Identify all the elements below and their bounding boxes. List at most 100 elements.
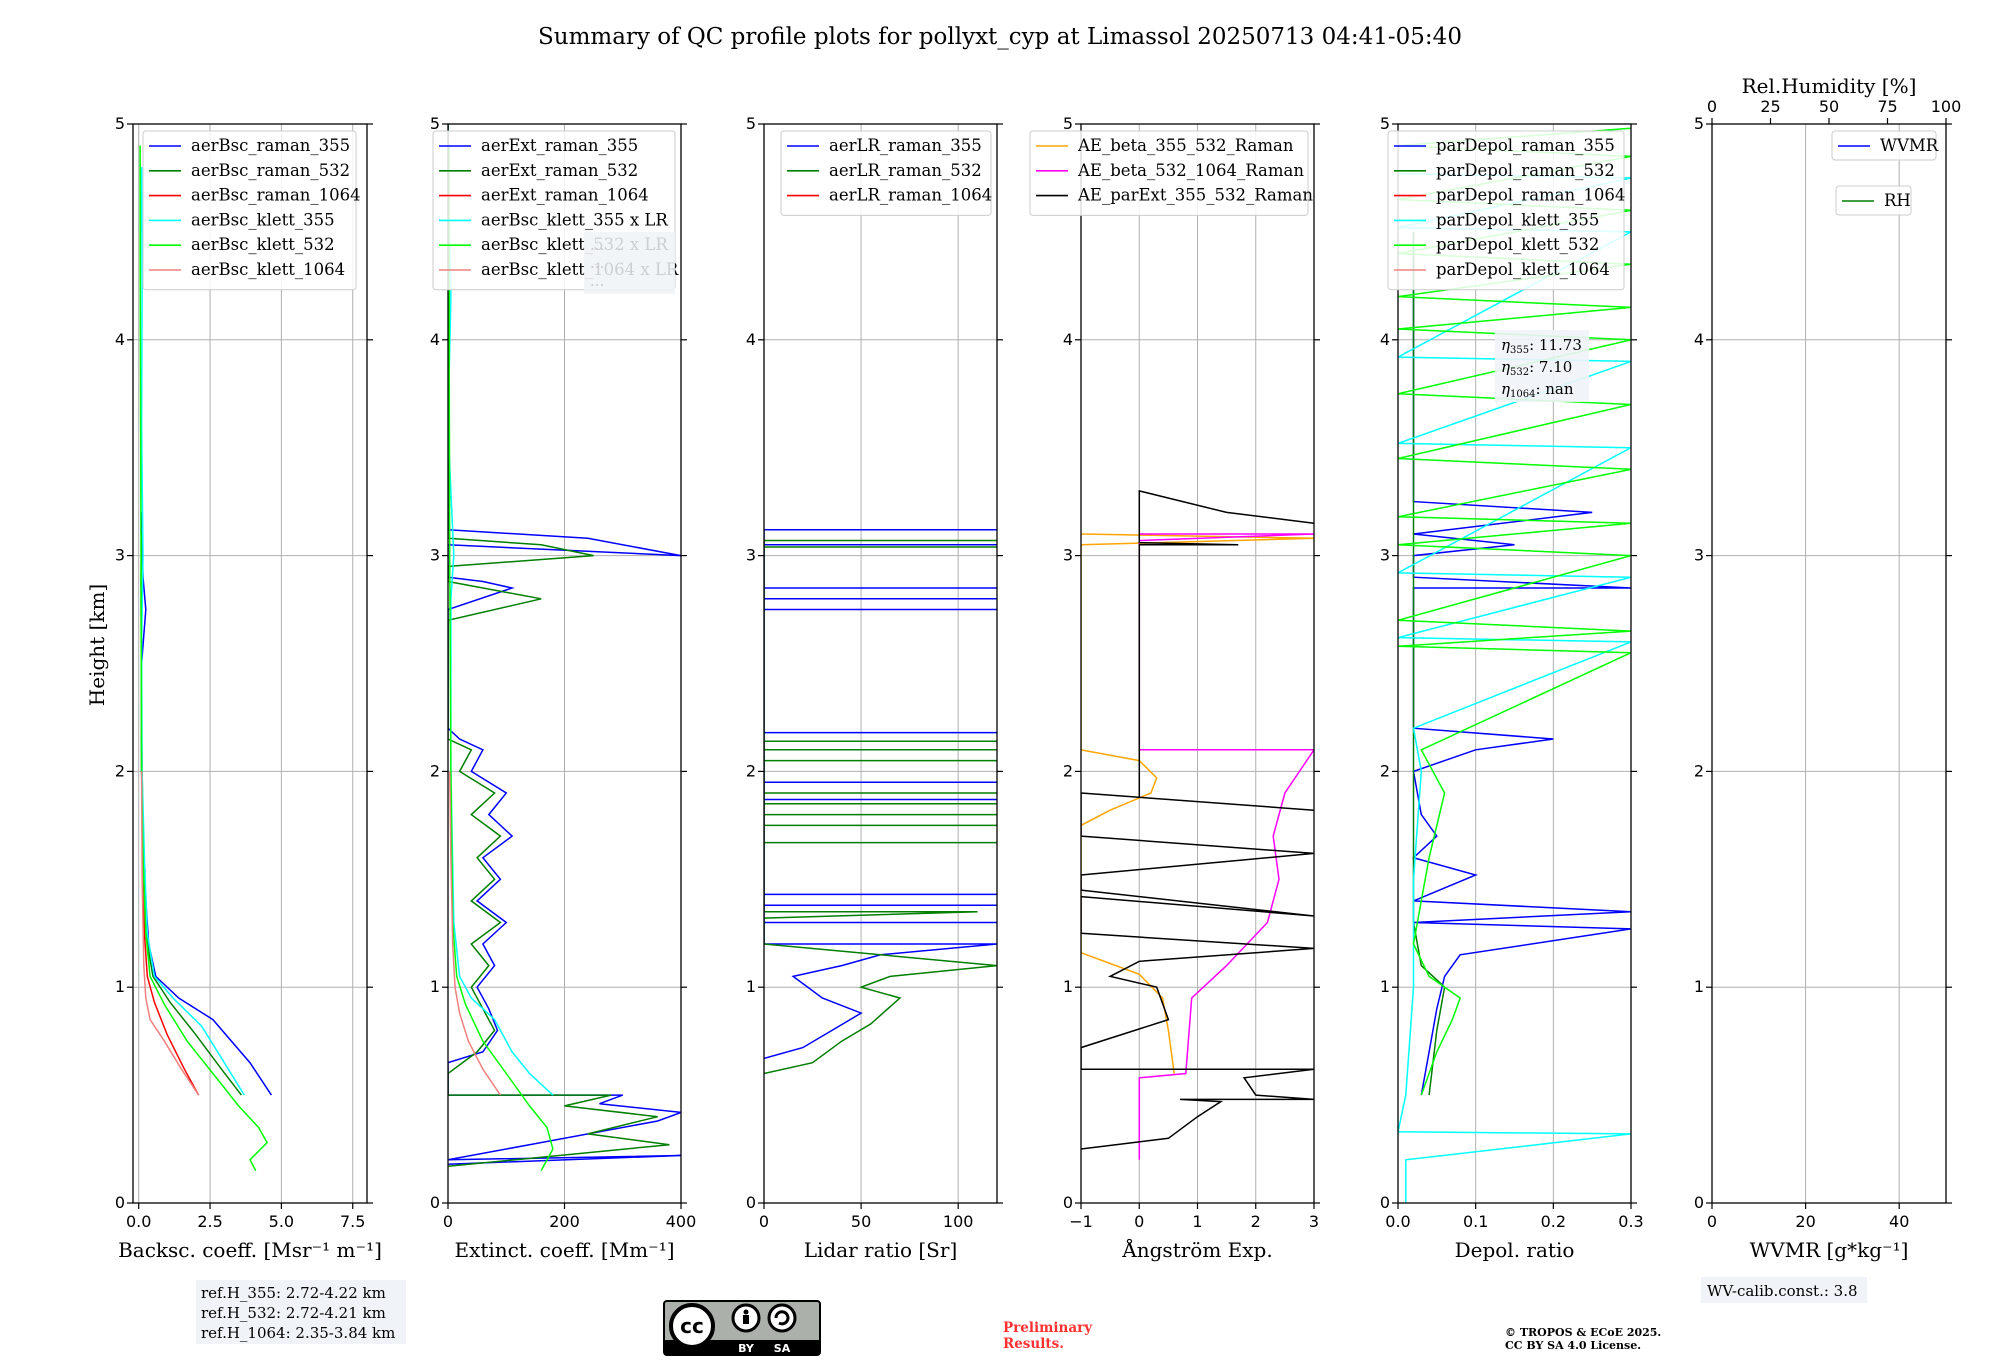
y-tick-label: 3 — [1694, 546, 1704, 565]
y-tick-label: 5 — [1380, 114, 1390, 133]
legend-box — [1387, 130, 1625, 291]
figure-title: Summary of QC profile plots for pollyxt_… — [538, 24, 1462, 50]
x-tick-label: 1 — [1192, 1212, 1202, 1231]
y-tick-label: 4 — [430, 330, 440, 349]
x-tick-label: 0.3 — [1618, 1212, 1643, 1231]
plot-frame — [132, 123, 368, 1204]
top-axis-label: Rel.Humidity [%] — [1742, 74, 1917, 98]
legend-label: parDepol_klett_355 — [1436, 210, 1599, 229]
eta-532: η532: 7.10 — [1501, 358, 1572, 378]
y-tick-label: 1 — [1694, 977, 1704, 996]
x-tick-label: 0 — [1134, 1212, 1144, 1231]
y-tick-label: 4 — [746, 330, 756, 349]
series-aerBsc_raman_1064 — [140, 728, 200, 1096]
series-group — [139, 145, 273, 1171]
eta-355: η355: 11.73 — [1501, 336, 1582, 356]
series-aerLR_raman_355 — [764, 528, 997, 1060]
legend-label: aerBsc_klett_355 — [191, 210, 335, 229]
y-tick-label: 5 — [746, 114, 756, 133]
x-tick-label: 3 — [1309, 1212, 1319, 1231]
legend-label: aerBsc_raman_1064 — [191, 186, 361, 205]
legend-box — [1029, 130, 1309, 216]
legend-label: aerBsc_klett_1064 — [191, 260, 345, 279]
series-aerBsc_klett_355 — [140, 167, 245, 1096]
y-tick-label: 0 — [1380, 1193, 1390, 1212]
copyright-line-1: © TROPOS & ECoE 2025. — [1505, 1326, 1661, 1339]
y-tick-label: 2 — [1380, 761, 1390, 780]
legend-label: parDepol_raman_1064 — [1436, 186, 1625, 205]
y-tick-label: 5 — [1694, 114, 1704, 133]
series-aerBsc_klett_1064 x LR — [448, 771, 502, 1096]
wv-calib-note: WV-calib.const.: 3.8 — [1701, 1277, 1867, 1303]
refh-355: ref.H_355: 2.72-4.22 km — [201, 1284, 386, 1302]
cc-license-badge: cc BY SA — [663, 1300, 821, 1356]
cc-logo-icon — [669, 1303, 715, 1349]
x-tick-label: −1 — [1069, 1212, 1093, 1231]
y-tick-label: 2 — [430, 761, 440, 780]
x-tick-label: 2 — [1251, 1212, 1261, 1231]
preliminary-text-2: Results. — [1003, 1336, 1064, 1352]
wv-calib-text: WV-calib.const.: 3.8 — [1707, 1282, 1858, 1300]
legend-label: parDepol_klett_1064 — [1436, 260, 1610, 279]
x-axis-label: Backsc. coeff. [Msr⁻¹ m⁻¹] — [118, 1238, 382, 1262]
partially-hidden-note-line: ... — [590, 272, 604, 290]
x-axis-label: Depol. ratio — [1455, 1238, 1575, 1262]
y-tick-label: 4 — [1694, 330, 1704, 349]
y-tick-label: 1 — [115, 977, 125, 996]
x-tick-label: 0.0 — [126, 1212, 151, 1231]
x-tick-label: 7.5 — [340, 1212, 365, 1231]
partially-hidden-note-line: ... — [590, 236, 604, 254]
panel-depol: 0 1 2 3 4 5 0.0 0.1 0.2 0.3 Depol. ratio parDepol_r… — [1380, 114, 1644, 1262]
y-tick-label: 2 — [1063, 761, 1073, 780]
x-tick-label: 0.0 — [1385, 1212, 1410, 1231]
x-axis-label: Extinct. coeff. [Mm⁻¹] — [454, 1238, 674, 1262]
y-tick-label: 5 — [1063, 114, 1073, 133]
y-tick-label: 1 — [746, 977, 756, 996]
legend-label: aerExt_raman_1064 — [481, 186, 649, 205]
series-group — [764, 528, 997, 1075]
top-tick-label: 100 — [1931, 97, 1962, 116]
legend-label: AE_beta_355_532_Raman — [1077, 136, 1294, 155]
x-tick-label: 0.2 — [1541, 1212, 1566, 1231]
series-aerBsc_klett_532 — [139, 145, 269, 1171]
legend-box — [142, 130, 357, 291]
legend-box — [780, 130, 992, 216]
series-aerLR_raman_532 — [764, 539, 997, 1075]
y-tick-label: 0 — [115, 1193, 125, 1212]
x-axis-label: Ångström Exp. — [1121, 1237, 1272, 1262]
eta-box — [1495, 330, 1589, 402]
cc-logo-text: cc — [680, 1314, 704, 1338]
legend-label: aerBsc_klett_532 — [191, 235, 335, 254]
top-tick-label: 0 — [1707, 97, 1717, 116]
top-tick-label: 50 — [1819, 97, 1839, 116]
x-tick-label: 0 — [1707, 1212, 1717, 1231]
y-tick-label: 3 — [746, 546, 756, 565]
y-tick-label: 0 — [430, 1193, 440, 1212]
y-tick-label: 2 — [1694, 761, 1704, 780]
legend-label: parDepol_klett_532 — [1436, 235, 1599, 254]
x-axis-label: WVMR [g*kg⁻¹] — [1750, 1238, 1909, 1262]
legend-label: WVMR — [1880, 136, 1939, 155]
x-tick-label: 50 — [851, 1212, 871, 1231]
copyright-line-2: CC BY SA 4.0 License. — [1505, 1339, 1641, 1352]
top-tick-label: 75 — [1877, 97, 1897, 116]
x-tick-label: 2.5 — [197, 1212, 222, 1231]
series-aerExt_raman_355 — [448, 124, 681, 1165]
x-tick-label: 40 — [1889, 1212, 1909, 1231]
legend-label: RH — [1884, 191, 1911, 210]
legend-label: parDepol_raman_355 — [1436, 136, 1615, 155]
y-tick-label: 1 — [1380, 977, 1390, 996]
preliminary-text-1: Preliminary — [1003, 1320, 1093, 1336]
plot-frame — [1397, 123, 1632, 1204]
profile-panels: 0 1 2 3 4 5 0.0 2.5 5.0 7.5 Backsc. coeff. [Msr⁻¹ … — [115, 74, 1961, 1262]
panel-ext: 0 1 2 3 4 5 0 200 400 Extinct. coeff. [Mm⁻¹] aerEx… — [430, 114, 696, 1262]
series-aerBsc_klett_532 x LR — [448, 145, 554, 1171]
partially-hidden-note — [584, 232, 675, 294]
legend-label: aerLR_raman_532 — [829, 161, 982, 180]
x-tick-label: 20 — [1795, 1212, 1815, 1231]
x-axis-label: Lidar ratio [Sr] — [804, 1238, 958, 1262]
y-tick-label: 5 — [430, 114, 440, 133]
